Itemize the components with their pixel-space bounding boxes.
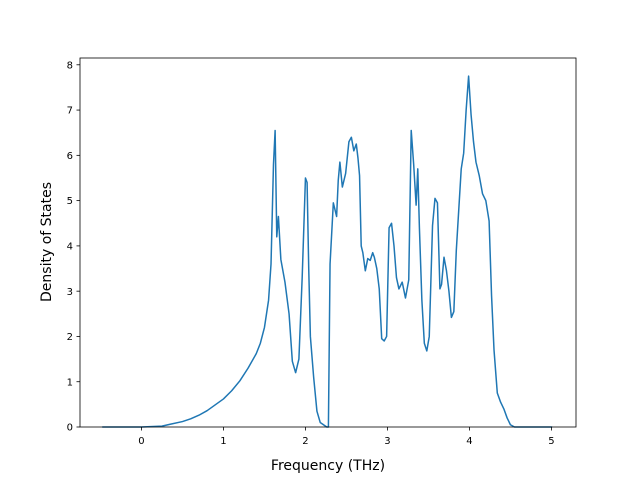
y-tick-label: 2 (67, 332, 73, 343)
x-tick-label: 0 (138, 436, 144, 447)
y-tick-label: 1 (67, 377, 73, 388)
series-line-0 (102, 75, 553, 428)
y-tick-label: 8 (67, 60, 73, 71)
y-axis-ticks: 0 1 2 3 4 5 6 7 8 (67, 60, 80, 434)
x-tick-label: 2 (302, 436, 308, 447)
y-tick-label: 0 (67, 423, 73, 434)
x-tick-label: 1 (220, 436, 226, 447)
y-tick-label: 7 (67, 106, 73, 117)
y-tick-label: 6 (67, 151, 73, 162)
axes-frame (79, 57, 577, 428)
x-tick-label: 5 (548, 436, 554, 447)
y-axis-label: Density of States (39, 182, 55, 302)
x-axis-ticks: 0 1 2 3 4 5 (138, 427, 555, 447)
x-axis-label: Frequency (THz) (271, 458, 385, 474)
plot-area (79, 57, 577, 428)
y-tick-label: 5 (67, 196, 73, 207)
y-tick-label: 3 (67, 287, 73, 298)
x-tick-label: 3 (384, 436, 390, 447)
y-tick-label: 4 (67, 241, 73, 252)
x-tick-label: 4 (466, 436, 472, 447)
